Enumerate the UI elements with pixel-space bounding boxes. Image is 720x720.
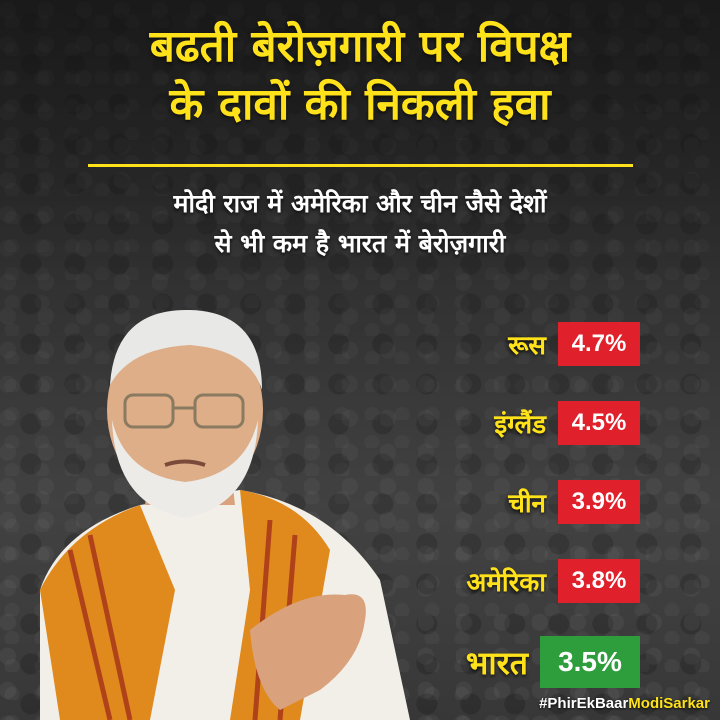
rate-badge: 4.7% xyxy=(558,322,640,366)
divider xyxy=(88,164,633,167)
stat-row-england: इंग्लैंड 4.5% xyxy=(466,399,640,447)
stat-row-china: चीन 3.9% xyxy=(466,478,640,526)
hashtag-accent: ModiSarkar xyxy=(628,695,710,712)
stat-row-russia: रूस 4.7% xyxy=(466,320,640,368)
country-label: चीन xyxy=(508,489,546,519)
rate-badge: 3.8% xyxy=(558,559,640,603)
country-label: रूस xyxy=(508,331,546,361)
headline: बढती बेरोज़गारी पर विपक्ष के दावों की नि… xyxy=(0,18,720,134)
stat-row-america: अमेरिका 3.8% xyxy=(466,557,640,605)
hashtag-prefix: #PhirEkBaar xyxy=(539,695,629,712)
country-label: भारत xyxy=(465,643,528,682)
country-label: अमेरिका xyxy=(466,568,546,598)
subheadline-line-2: से भी कम है भारत में बेरोज़गारी xyxy=(214,229,506,258)
rate-badge: 3.9% xyxy=(558,480,640,524)
rate-badge: 4.5% xyxy=(558,401,640,445)
headline-line-1: बढती बेरोज़गारी पर विपक्ष xyxy=(149,21,571,72)
country-label: इंग्लैंड xyxy=(494,410,546,440)
person-portrait xyxy=(40,309,410,720)
rate-badge-highlight: 3.5% xyxy=(540,636,640,688)
stat-row-india: भारत 3.5% xyxy=(466,636,640,688)
hashtag: #PhirEkBaarModiSarkar xyxy=(539,695,710,712)
subheadline-line-1: मोदी राज में अमेरिका और चीन जैसे देशों xyxy=(173,189,547,218)
unemployment-stats: रूस 4.7% इंग्लैंड 4.5% चीन 3.9% अमेरिका … xyxy=(466,320,640,688)
subheadline: मोदी राज में अमेरिका और चीन जैसे देशों स… xyxy=(0,184,720,264)
headline-line-2: के दावों की निकली हवा xyxy=(169,79,551,130)
